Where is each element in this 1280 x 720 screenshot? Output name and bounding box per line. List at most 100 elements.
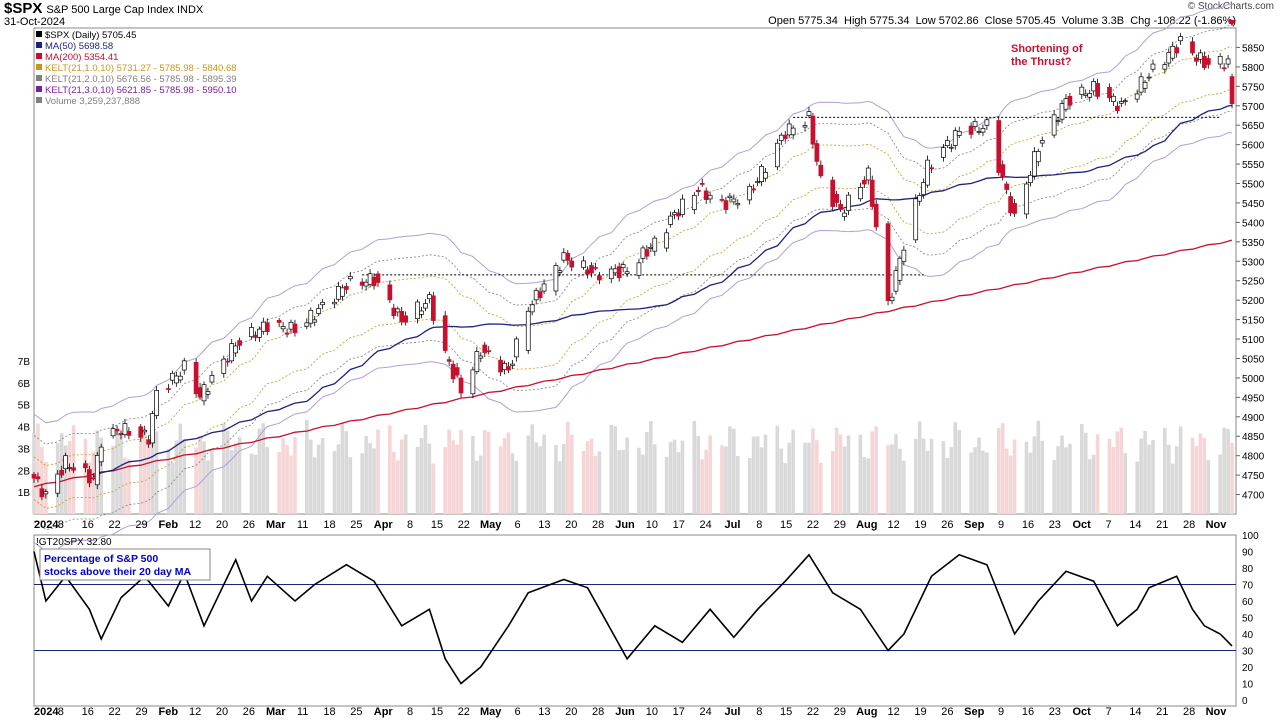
volume-bar (221, 423, 226, 514)
breadth-x-label: Mar (266, 706, 286, 718)
volume-bar (166, 449, 171, 514)
candle-body (98, 446, 104, 463)
price-x-label: 22 (458, 519, 470, 531)
volume-bar (652, 444, 657, 514)
candle-body (1059, 103, 1065, 120)
legend-entry: Volume 3,259,237,888 (45, 96, 140, 107)
breadth-tick-label: 40 (1242, 630, 1254, 641)
candle-body (506, 366, 511, 371)
keltner-1-upper (33, 46, 1232, 467)
candle-body (55, 473, 61, 494)
candle-body (664, 232, 669, 249)
price-x-label: 10 (646, 519, 658, 531)
candle-body (276, 319, 282, 323)
price-x-label: 16 (82, 519, 94, 531)
volume-bar (981, 450, 985, 514)
volume-bar (1028, 452, 1033, 514)
volume-bar (562, 443, 566, 514)
price-tick-label: 5750 (1242, 82, 1265, 93)
volume-bar (1206, 460, 1211, 514)
volume-bar (392, 451, 396, 514)
volume-bar (510, 453, 515, 514)
volume-bar (720, 445, 724, 514)
chart-date: 31-Oct-2024 (4, 16, 66, 28)
volume-bar (99, 437, 104, 514)
volume-bar (870, 431, 875, 514)
candle-body (747, 186, 753, 201)
volume-bar (779, 448, 784, 514)
candle-body (367, 273, 373, 285)
candle-body (1107, 86, 1112, 99)
keltner-2-lower (33, 110, 1232, 531)
volume-bar (403, 434, 408, 514)
volume-bar (1218, 454, 1222, 514)
breadth-tick-label: 90 (1242, 548, 1254, 559)
volume-bar (1024, 441, 1029, 514)
price-tick-label: 5600 (1242, 141, 1265, 152)
volume-bar (957, 430, 962, 514)
candle-body (893, 270, 899, 292)
candles (31, 32, 1235, 501)
price-x-label: 11 (297, 519, 308, 531)
keltner-3-lower (33, 132, 1232, 552)
candle-body (486, 350, 492, 353)
candle-body (403, 315, 409, 323)
candle-body (1063, 98, 1069, 110)
candle-body (968, 125, 974, 135)
volume-bar (1115, 431, 1120, 514)
candle-body (980, 128, 986, 133)
price-x-label: 9 (998, 519, 1004, 531)
volume-bar (170, 462, 175, 514)
volume-bar (415, 446, 420, 514)
volume-bar (803, 442, 807, 514)
price-x-label: Jul (725, 519, 741, 531)
candle-body (1039, 140, 1045, 144)
volume-bar (775, 425, 780, 514)
candle-body (166, 388, 171, 390)
breadth-tick-label: 0 (1242, 696, 1248, 707)
volume-bar (225, 430, 230, 514)
legend-entry: KELT(21,3.0,10) 5621.85 - 5785.98 - 5950… (45, 85, 237, 96)
price-tick-label: 5100 (1242, 335, 1265, 346)
stockcharts-credit[interactable]: © StockCharts.com (1187, 1, 1274, 12)
candle-body (1205, 58, 1211, 65)
candle-body (1170, 45, 1176, 59)
breadth-x-label: 9 (998, 706, 1004, 718)
breadth-x-label: 14 (1129, 706, 1141, 718)
volume-bar (834, 427, 839, 514)
candle-body (387, 284, 393, 301)
candle-body (1202, 55, 1207, 68)
volume-bar (728, 426, 732, 514)
candle-body (755, 181, 760, 183)
breadth-x-label: 24 (699, 706, 711, 718)
candle-body (150, 413, 155, 444)
candle-body (668, 215, 673, 225)
candle-body (727, 195, 733, 198)
volume-bar (388, 425, 392, 514)
keltner-1-lower (33, 89, 1232, 509)
candle-body (173, 375, 179, 384)
volume-bar (1000, 423, 1005, 514)
candle-body (676, 212, 681, 217)
volume-bar (249, 453, 254, 514)
volume-bar (1166, 444, 1171, 514)
candle-body (759, 166, 764, 182)
price-x-label: Jun (615, 519, 635, 531)
volume-bar (969, 452, 973, 514)
volume-bar (40, 447, 44, 514)
candle-body (31, 473, 37, 479)
volume-bar (486, 431, 491, 514)
price-x-label: 29 (834, 519, 846, 531)
volume-bar (475, 460, 479, 514)
volume-bar (514, 460, 519, 514)
volume-bar (585, 441, 590, 514)
candle-body (1035, 151, 1041, 163)
candle-body (154, 390, 159, 416)
candle-body (288, 321, 294, 330)
candle-body (280, 325, 286, 330)
volume-bar (305, 420, 309, 514)
volume-bar (1139, 438, 1143, 514)
volume-bar (506, 432, 511, 514)
candle-body (1051, 114, 1057, 136)
candle-body (1174, 47, 1180, 54)
